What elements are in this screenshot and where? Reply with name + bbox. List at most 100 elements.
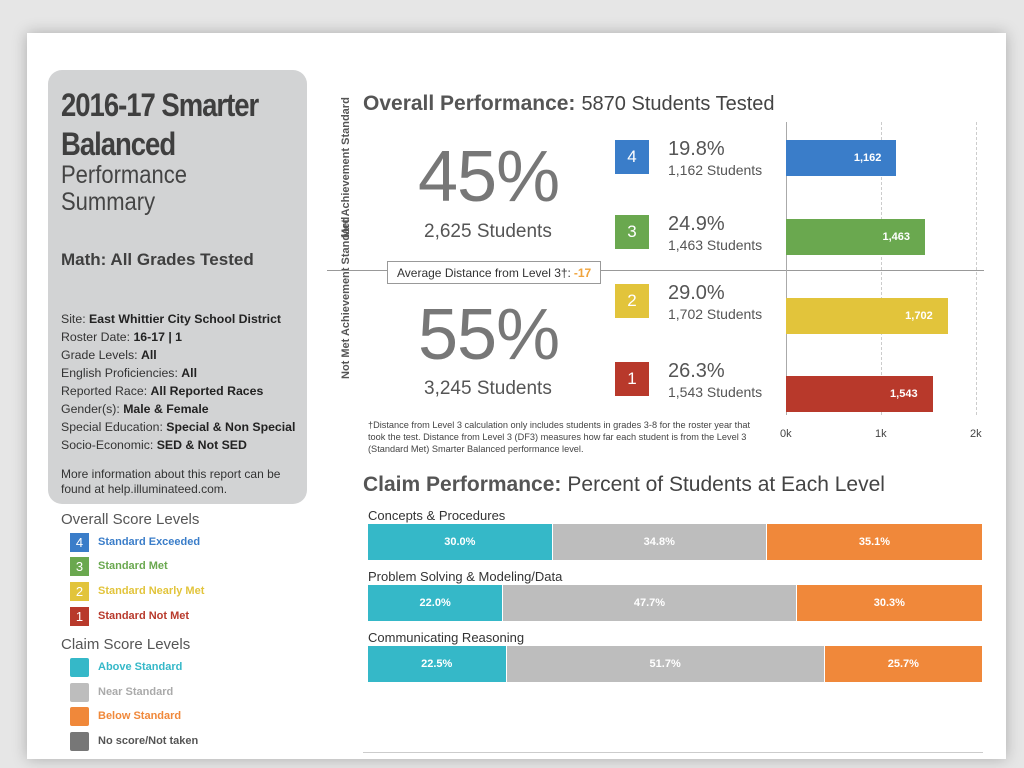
- claim-segment: 25.7%: [824, 646, 983, 682]
- level-2-badge: 2: [615, 284, 649, 318]
- overall-legend-item: 2 Standard Nearly Met: [70, 581, 204, 601]
- overall-legend-label: Standard Met: [98, 560, 168, 572]
- filter-row: Grade Levels: All: [61, 346, 306, 364]
- level-4-badge: 4: [615, 140, 649, 174]
- level-students: 1,702 Students: [668, 306, 763, 322]
- filter-label: English Proficiencies:: [61, 366, 182, 380]
- claim-segment: 22.5%: [368, 646, 507, 682]
- bottom-divider: [363, 752, 983, 753]
- claim-swatch: [70, 731, 89, 751]
- level-4-swatch: 4: [70, 532, 89, 552]
- claim-stacked-bar: 22.5% 51.7% 25.7%: [368, 646, 983, 682]
- level-2-swatch: 2: [70, 581, 89, 601]
- claim-stacked-bar: 30.0% 34.8% 35.1%: [368, 524, 983, 560]
- claim-swatch: [70, 682, 89, 702]
- subject-heading: Math: All Grades Tested: [61, 250, 254, 269]
- level-3-badge: 3: [615, 215, 649, 249]
- filter-label: Reported Race:: [61, 384, 151, 398]
- level-3-bar: 1,463: [786, 219, 925, 255]
- claim-title: Communicating Reasoning: [368, 630, 525, 645]
- claim-subheading: Percent of Students at Each Level: [567, 473, 885, 496]
- met-divider: [327, 270, 984, 271]
- x-gridline: [976, 122, 977, 415]
- overall-heading-label: Overall Performance:: [363, 92, 576, 115]
- x-gridline: [786, 122, 787, 415]
- claim-segment: 22.0%: [368, 585, 504, 621]
- level-1-badge: 1: [615, 362, 649, 396]
- claim-legend-label: Below Standard: [98, 710, 182, 722]
- claim-segment: 30.0%: [368, 524, 553, 560]
- filter-value: Special & Non Special: [166, 420, 296, 434]
- x-tick-label: 1k: [875, 428, 887, 440]
- claim-segment: 35.1%: [766, 524, 983, 560]
- report-title: 2016-17 Smarter Balanced: [61, 87, 259, 162]
- avg-distance-label: Average Distance from Level 3†:: [397, 265, 571, 280]
- overall-legend-label: Standard Not Met: [98, 610, 190, 622]
- filter-label: Grade Levels:: [61, 348, 141, 362]
- claim-legend-item: Below Standard: [70, 706, 181, 726]
- filter-value: All Reported Races: [150, 384, 264, 398]
- filter-value: 16-17 | 1: [133, 330, 183, 344]
- level-percent: 19.8%: [668, 138, 725, 160]
- bar-value-label: 1,162: [853, 152, 882, 164]
- claim-legend-label: Above Standard: [98, 661, 183, 673]
- claim-title: Problem Solving & Modeling/Data: [368, 569, 563, 584]
- claim-legend-label: Near Standard: [98, 686, 174, 698]
- claim-segment: 34.8%: [552, 524, 767, 560]
- footnote: †Distance from Level 3 calculation only …: [368, 420, 750, 454]
- claim-segment: 51.7%: [506, 646, 825, 682]
- not-met-standard-label: Not Met Achievement Standard: [340, 216, 352, 379]
- x-tick-label: 2k: [970, 428, 982, 440]
- level-4-bar: 1,162: [786, 140, 897, 176]
- filter-value: East Whittier City School District: [89, 312, 282, 326]
- level-1-bar: 1,543: [786, 376, 933, 412]
- avg-distance-box: Average Distance from Level 3†: -17: [387, 261, 602, 284]
- overall-legend-label: Standard Exceeded: [98, 536, 201, 548]
- summary-card: [48, 70, 307, 504]
- not-met-students: 3,245 Students: [424, 378, 552, 399]
- filter-value: All: [181, 366, 198, 380]
- bar-value-label: 1,543: [890, 388, 918, 400]
- level-percent: 29.0%: [668, 282, 725, 304]
- claim-heading: Claim Performance: Percent of Students at…: [363, 473, 885, 497]
- filter-row: Reported Race: All Reported Races: [61, 382, 306, 400]
- filter-label: Special Education:: [61, 420, 167, 434]
- claim-swatch: [70, 657, 89, 677]
- more-info-text: More information about this report can b…: [61, 467, 281, 496]
- filter-value: All: [140, 348, 157, 362]
- filter-row: Gender(s): Male & Female: [61, 400, 306, 418]
- claim-stacked-bar: 22.0% 47.7% 30.3%: [368, 585, 983, 621]
- x-tick-label: 0k: [780, 428, 792, 440]
- filter-value: Male & Female: [123, 402, 209, 416]
- filter-row: Site: East Whittier City School District: [61, 310, 306, 328]
- overall-legend-item: 3 Standard Met: [70, 556, 168, 576]
- claim-swatch: [70, 706, 89, 726]
- filter-row: Special Education: Special & Non Special: [61, 418, 306, 436]
- met-students: 2,625 Students: [424, 221, 552, 242]
- report-subtitle: Performance Summary: [61, 161, 187, 216]
- overall-legend-label: Standard Nearly Met: [98, 585, 205, 597]
- overall-legend-item: 1 Standard Not Met: [70, 606, 189, 626]
- level-percent: 26.3%: [668, 360, 725, 382]
- claim-heading-label: Claim Performance:: [363, 473, 562, 496]
- students-tested: 5870 Students Tested: [581, 93, 775, 115]
- overall-legend-item: 4 Standard Exceeded: [70, 532, 200, 552]
- avg-distance-value: -17: [573, 265, 592, 280]
- claim-segment: 30.3%: [796, 585, 983, 621]
- met-percent: 45%: [418, 137, 560, 217]
- claim-segment: 47.7%: [503, 585, 797, 621]
- claim-legend-title: Claim Score Levels: [61, 636, 191, 653]
- claim-legend-item: No score/Not taken: [70, 731, 198, 751]
- claim-legend-label: No score/Not taken: [98, 735, 199, 747]
- overall-heading: Overall Performance: 5870 Students Tested: [363, 92, 775, 116]
- filter-label: Socio-Economic:: [61, 438, 157, 452]
- not-met-percent: 55%: [418, 295, 560, 375]
- filter-row: Socio-Economic: SED & Not SED: [61, 436, 306, 454]
- level-2-bar: 1,702: [786, 298, 948, 334]
- filter-label: Roster Date:: [61, 330, 134, 344]
- level-3-swatch: 3: [70, 556, 89, 576]
- bar-value-label: 1,702: [905, 310, 933, 322]
- filter-label: Site:: [61, 312, 90, 326]
- filter-details: Site: East Whittier City School District…: [61, 310, 306, 454]
- bar-value-label: 1,463: [882, 231, 910, 243]
